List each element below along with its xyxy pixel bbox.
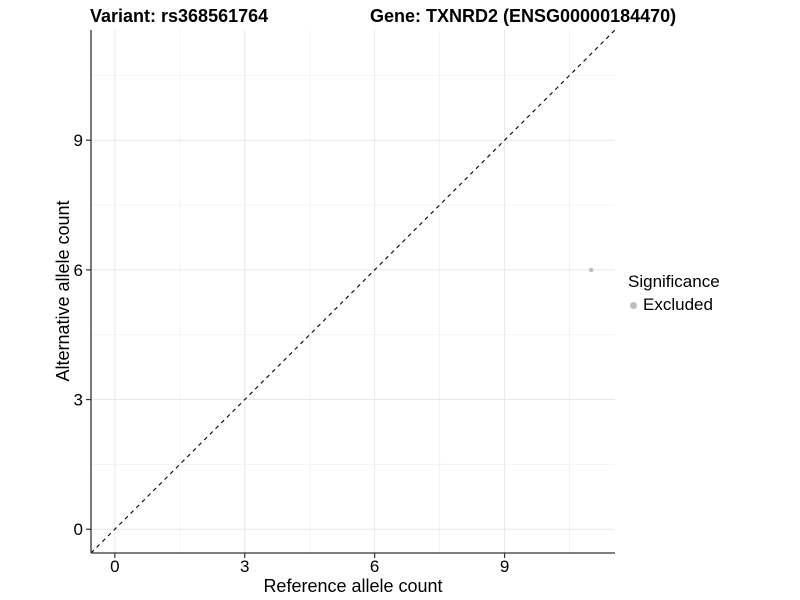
- legend-item-label: Excluded: [643, 295, 713, 314]
- legend-title: Significance: [628, 272, 720, 291]
- x-axis-title: Reference allele count: [263, 576, 443, 596]
- legend-key-dot-icon: [630, 301, 637, 309]
- identity-reference-line: [90, 29, 616, 554]
- data-point: [588, 267, 594, 273]
- plot-title-gene: Gene: TXNRD2 (ENSG00000184470): [370, 6, 677, 26]
- x-tick-label: 3: [240, 557, 249, 576]
- y-tick-label: 6: [74, 261, 83, 280]
- x-tick-label: 9: [500, 557, 509, 576]
- y-axis-title: Alternative allele count: [53, 200, 73, 382]
- x-tick-label: 6: [370, 557, 379, 576]
- legend-item-excluded: Excluded: [628, 295, 720, 315]
- y-tick-label: 9: [74, 131, 83, 150]
- x-tick-label: 0: [110, 557, 119, 576]
- y-tick-label: 0: [74, 520, 83, 539]
- plot-title-variant: Variant: rs368561764: [90, 6, 269, 26]
- y-tick-label: 3: [74, 391, 83, 410]
- legend: Significance Excluded: [628, 272, 720, 315]
